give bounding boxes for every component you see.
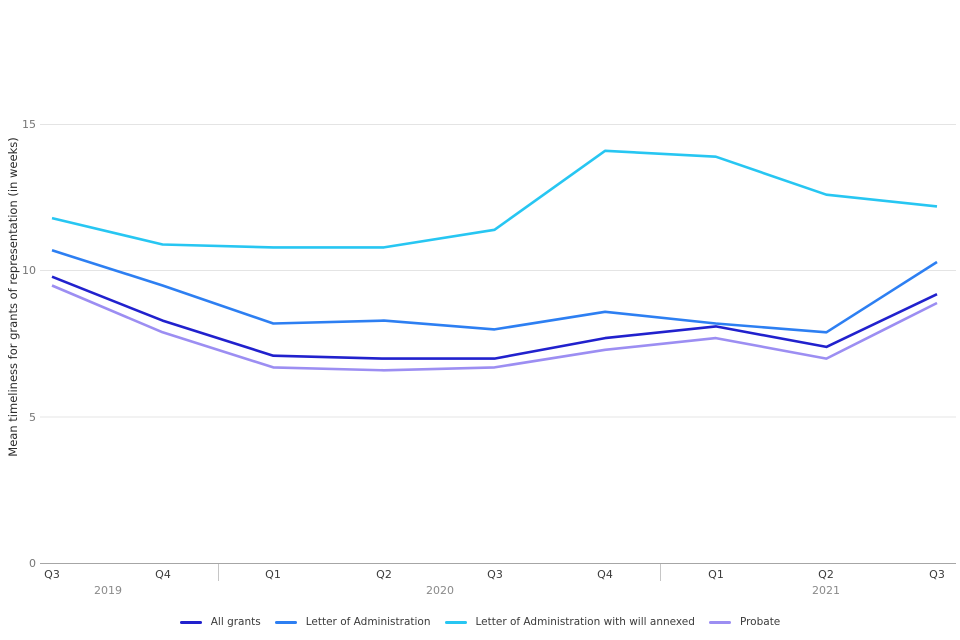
- x-tick-q2-2021: Q2: [818, 568, 834, 581]
- legend-swatch-letter-of-administration-will-annexed: [444, 620, 467, 624]
- series-line-0: [51, 275, 938, 360]
- legend-item-probate: Probate: [708, 616, 781, 628]
- series-line-2: [51, 149, 938, 249]
- year-label-2019: 2019: [94, 584, 122, 597]
- series-line-3: [51, 284, 938, 372]
- x-tick-q3-2020: Q3: [487, 568, 503, 581]
- year-label-2020: 2020: [426, 584, 454, 597]
- legend-item-letter-of-administration-will-annexed: Letter of Administration with will annex…: [444, 616, 695, 628]
- legend-label-all-grants: All grants: [210, 616, 261, 628]
- y-tick-5: 5: [29, 410, 36, 424]
- legend-swatch-letter-of-administration: [274, 620, 297, 624]
- legend-label-probate: Probate: [739, 616, 781, 628]
- series-lines: [51, 149, 938, 372]
- legend-swatch-probate: [708, 620, 731, 624]
- legend-swatch-all-grants: [179, 620, 202, 624]
- y-tick-10: 10: [22, 264, 36, 277]
- legend-label-letter-of-administration: Letter of Administration: [305, 616, 431, 628]
- x-tick-q3-2019: Q3: [44, 568, 60, 581]
- y-tick-15: 15: [22, 118, 36, 131]
- x-tick-q4-2020: Q4: [597, 568, 613, 581]
- gridlines: [40, 124, 956, 418]
- legend: All grants Letter of Administration Lett…: [0, 612, 960, 632]
- x-tick-q2-2020: Q2: [376, 568, 392, 581]
- legend-label-letter-of-administration-will-annexed: Letter of Administration with will annex…: [475, 616, 695, 628]
- x-tick-q1-2021: Q1: [708, 568, 724, 581]
- year-separators: [218, 564, 661, 581]
- legend-item-letter-of-administration: Letter of Administration: [274, 616, 431, 628]
- x-tick-q1-2020: Q1: [265, 568, 281, 581]
- year-label-2021: 2021: [812, 584, 840, 597]
- y-tick-0: 0: [29, 557, 36, 570]
- series-line-1: [51, 249, 938, 334]
- x-tick-q4-2019: Q4: [155, 568, 171, 581]
- legend-item-all-grants: All grants: [179, 616, 261, 628]
- x-tick-q3-2021: Q3: [929, 568, 945, 581]
